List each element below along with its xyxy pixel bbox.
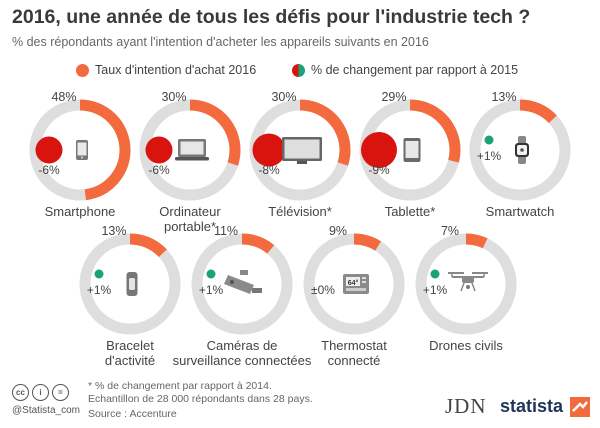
footnote-sample: Echantillon de 28 000 répondants dans 28… xyxy=(88,393,313,405)
television-icon xyxy=(282,137,322,164)
intent-arc xyxy=(139,99,241,201)
thermostat-display: 64° xyxy=(348,279,359,287)
smartwatch-icon xyxy=(515,136,529,164)
intent-arc xyxy=(469,99,571,201)
change-value-label: ±0% xyxy=(311,283,335,297)
donut-group: 30% -8% Télévision* xyxy=(249,90,351,219)
statista-logo: statista xyxy=(500,396,564,416)
category-label: portable* xyxy=(164,219,216,234)
intent-value-label: 7% xyxy=(441,224,459,238)
security-camera-icon xyxy=(224,270,262,294)
statista-credit: @Statista_com xyxy=(12,405,80,416)
change-value-label: +1% xyxy=(199,283,224,297)
laptop-icon xyxy=(175,139,209,161)
change-value-label: +1% xyxy=(477,149,502,163)
intent-value-label: 13% xyxy=(101,224,126,238)
drone-icon xyxy=(448,272,488,292)
category-label: Ordinateur xyxy=(159,204,221,219)
change-value-label: +1% xyxy=(87,283,112,297)
smartphone-icon xyxy=(76,140,88,160)
change-bubble xyxy=(484,135,494,145)
intent-value-label: 9% xyxy=(329,224,347,238)
change-value-label: -9% xyxy=(368,163,390,177)
intent-value-label: 30% xyxy=(271,90,296,104)
change-value-label: +1% xyxy=(423,283,448,297)
legend-split-dot-icon xyxy=(292,63,305,77)
category-label: Smartphone xyxy=(45,204,116,219)
category-label: Bracelet xyxy=(106,338,154,353)
category-label: surveillance connectées xyxy=(173,353,312,368)
chart-title: 2016, une année de tous les défis pour l… xyxy=(12,6,531,28)
cc-icon: cc xyxy=(12,384,29,401)
statista-mark-icon xyxy=(570,397,590,417)
category-label: Smartwatch xyxy=(486,204,555,219)
intent-arc xyxy=(359,99,461,201)
change-bubble xyxy=(361,132,397,168)
by-icon: i xyxy=(32,384,49,401)
category-label: Caméras de xyxy=(207,338,278,353)
intent-value-label: 29% xyxy=(381,90,406,104)
change-bubble xyxy=(430,269,440,279)
intent-value-label: 30% xyxy=(161,90,186,104)
intent-arc xyxy=(29,99,131,201)
intent-arc xyxy=(191,233,293,335)
legend-item-change: % de changement par rapport à 2015 xyxy=(292,63,518,77)
fitness-band-icon xyxy=(126,272,138,296)
chart-subtitle: % des répondants ayant l'intention d'ach… xyxy=(12,35,429,49)
intent-arc xyxy=(303,233,405,335)
intent-arc xyxy=(249,99,351,201)
intent-value-label: 11% xyxy=(214,224,238,238)
category-label: Télévision* xyxy=(268,204,332,219)
footnote-source: Source : Accenture xyxy=(88,408,177,420)
thermostat-icon: 64° xyxy=(343,274,369,294)
category-label: Drones civils xyxy=(429,338,503,353)
change-bubble xyxy=(145,136,173,164)
donut-group: 13% +1% Smartwatch xyxy=(469,90,571,219)
legend-orange-dot-icon xyxy=(76,63,89,77)
change-value-label: -6% xyxy=(38,163,60,177)
nd-icon: = xyxy=(52,384,69,401)
change-bubble xyxy=(252,133,286,167)
jdn-logo: JDN xyxy=(445,394,487,418)
donut-group: 7% +1% Drones civils xyxy=(415,224,517,353)
change-bubble xyxy=(206,269,216,279)
intent-value-label: 48% xyxy=(51,90,76,104)
intent-arc xyxy=(79,233,181,335)
category-label: connecté xyxy=(328,353,381,368)
change-value-label: -6% xyxy=(148,163,170,177)
donut-group: 29% -9% Tablette* xyxy=(359,90,461,219)
intent-arc xyxy=(415,233,517,335)
category-label: d'activité xyxy=(105,353,155,368)
legend-change-label: % de changement par rapport à 2015 xyxy=(311,63,519,77)
category-label: Tablette* xyxy=(385,204,436,219)
change-value-label: -8% xyxy=(258,163,280,177)
legend-intent-label: Taux d'intention d'achat 2016 xyxy=(95,63,257,77)
legend-item-intent: Taux d'intention d'achat 2016 xyxy=(76,63,256,77)
intent-value-label: 13% xyxy=(491,90,516,104)
category-label: Thermostat xyxy=(321,338,387,353)
change-bubble xyxy=(35,136,63,164)
tablet-icon xyxy=(403,138,421,162)
donut-group: 48% -6% Smartphone xyxy=(29,90,131,219)
change-bubble xyxy=(94,269,104,279)
footnote-asterisk: * % de changement par rapport à 2014. xyxy=(88,380,272,392)
